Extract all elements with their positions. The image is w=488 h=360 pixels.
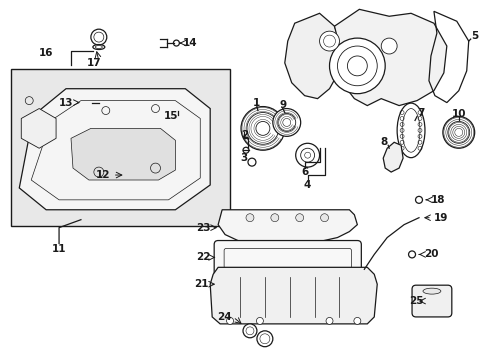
Circle shape bbox=[353, 318, 360, 324]
Circle shape bbox=[243, 324, 256, 338]
Text: 25: 25 bbox=[408, 296, 423, 306]
Polygon shape bbox=[71, 129, 175, 180]
Text: 6: 6 bbox=[301, 167, 307, 177]
Polygon shape bbox=[21, 109, 56, 148]
Text: 12: 12 bbox=[96, 170, 111, 180]
Bar bbox=[11, 69, 230, 226]
Text: 4: 4 bbox=[304, 180, 311, 190]
Text: 13: 13 bbox=[59, 98, 73, 108]
Circle shape bbox=[319, 31, 339, 51]
Ellipse shape bbox=[422, 288, 440, 294]
Circle shape bbox=[82, 98, 92, 108]
Circle shape bbox=[270, 214, 278, 222]
Circle shape bbox=[256, 331, 272, 347]
Text: 15: 15 bbox=[163, 111, 178, 121]
FancyBboxPatch shape bbox=[214, 240, 361, 276]
Circle shape bbox=[295, 143, 319, 167]
Text: 23: 23 bbox=[195, 222, 210, 233]
Text: 1: 1 bbox=[253, 98, 260, 108]
Text: 24: 24 bbox=[217, 312, 232, 322]
Circle shape bbox=[381, 38, 396, 54]
Polygon shape bbox=[284, 13, 341, 99]
Circle shape bbox=[320, 214, 328, 222]
Text: 10: 10 bbox=[450, 108, 465, 118]
Circle shape bbox=[243, 147, 248, 153]
Text: 18: 18 bbox=[430, 195, 445, 205]
Polygon shape bbox=[19, 89, 210, 210]
Circle shape bbox=[442, 117, 474, 148]
Circle shape bbox=[295, 214, 303, 222]
Polygon shape bbox=[218, 210, 357, 244]
Text: 8: 8 bbox=[379, 137, 386, 147]
Circle shape bbox=[226, 318, 233, 324]
Text: 7: 7 bbox=[416, 108, 424, 117]
FancyBboxPatch shape bbox=[411, 285, 451, 317]
Circle shape bbox=[325, 318, 332, 324]
Text: 21: 21 bbox=[193, 279, 208, 289]
Text: 20: 20 bbox=[423, 249, 438, 260]
Polygon shape bbox=[383, 142, 402, 172]
Text: 19: 19 bbox=[433, 213, 447, 223]
Circle shape bbox=[408, 251, 415, 258]
Circle shape bbox=[272, 109, 300, 136]
Polygon shape bbox=[334, 9, 446, 105]
Text: 17: 17 bbox=[86, 58, 101, 68]
Text: 11: 11 bbox=[52, 244, 66, 255]
Text: 9: 9 bbox=[279, 100, 286, 109]
Circle shape bbox=[329, 38, 385, 94]
Circle shape bbox=[91, 29, 106, 45]
Text: 14: 14 bbox=[183, 38, 197, 48]
Ellipse shape bbox=[93, 45, 104, 50]
Circle shape bbox=[180, 102, 190, 112]
Polygon shape bbox=[210, 267, 376, 324]
Text: 16: 16 bbox=[39, 48, 53, 58]
Text: 22: 22 bbox=[195, 252, 210, 262]
Circle shape bbox=[415, 196, 422, 203]
Circle shape bbox=[245, 214, 253, 222]
Circle shape bbox=[241, 107, 284, 150]
Circle shape bbox=[256, 318, 263, 324]
Text: 2: 2 bbox=[240, 130, 247, 140]
Circle shape bbox=[247, 158, 255, 166]
Text: 3: 3 bbox=[240, 153, 247, 163]
Text: 5: 5 bbox=[470, 31, 477, 41]
